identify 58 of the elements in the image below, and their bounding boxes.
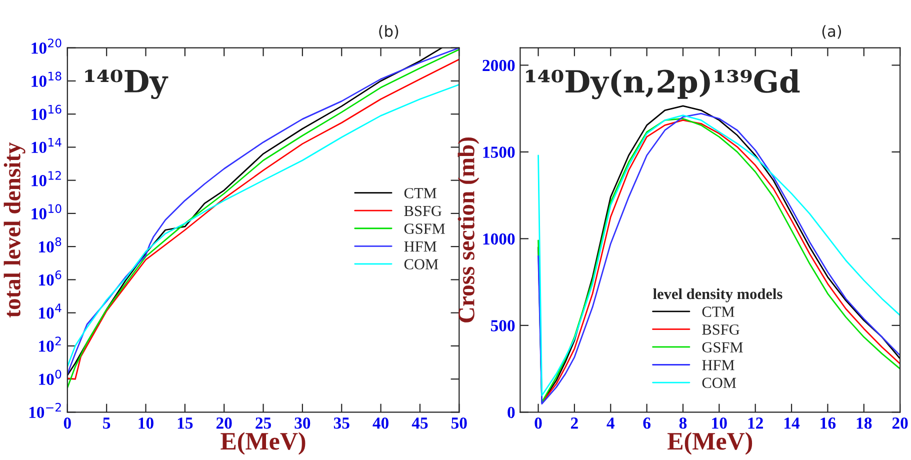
x-tick-label: 45 [412,418,428,429]
legend-label: HFM [702,360,734,370]
x-tick-label: 0 [534,418,542,429]
y-tick-label: 10$^{−2}$ [29,402,61,418]
legend-title: level density models [653,288,782,302]
x-tick-label: 8 [679,418,687,429]
x-tick-label: 20 [892,418,908,429]
y-tick-label: 1500 [483,146,515,158]
legend-label: COM [404,259,438,270]
annotation: ¹⁴⁰Dy [85,70,168,100]
x-tick-label: 4 [606,418,614,429]
x-tick-label: 12 [748,418,763,429]
y-tick-label: 10$^{12}$ [32,171,61,186]
y-tick-label: 500 [490,320,515,332]
x-tick-label: 5 [103,418,110,429]
legend-label: BSFG [702,324,740,335]
x-tick-label: 30 [294,418,310,429]
y-tick-label: 10$^{8}$ [39,237,62,252]
legend-label: GSFM [404,224,445,234]
x-tick-label: 35 [334,418,350,429]
x-tick-label: 10 [712,418,727,429]
x-tick-label: 14 [784,418,800,429]
legend-label: CTM [404,188,436,198]
x-axis-title: E(MeV) [668,432,752,455]
x-tick-label: 6 [643,418,650,429]
y-tick-label: 1000 [483,233,515,245]
chart-title: (b) [379,25,398,39]
x-tick-label: 16 [820,418,836,429]
x-tick-label: 2 [570,418,578,429]
x-axis-title: E(MeV) [220,432,306,455]
y-axis-title: total level density [4,142,26,318]
y-tick-label: 10$^{4}$ [39,304,62,319]
y-axis-title: Cross section (mb) [458,137,480,322]
legend-label: GSFM [702,342,743,352]
x-tick-label: 20 [216,418,232,429]
y-tick-label: 2000 [482,60,515,72]
x-tick-label: 10 [138,418,154,429]
legend-label: BSFG [404,206,442,216]
y-tick-label: 10$^{6}$ [39,270,62,286]
legend-label: CTM [702,306,734,317]
x-tick-label: 0 [64,418,71,429]
y-tick-label: 10$^{20}$ [32,38,62,54]
x-tick-label: 40 [372,418,388,429]
x-tick-label: 50 [451,418,467,429]
x-tick-label: 15 [178,418,193,429]
y-tick-label: 10$^{2}$ [39,336,61,352]
legend-label: HFM [404,241,436,252]
chart-title: (a) [822,25,842,39]
x-tick-label: 18 [856,418,872,429]
y-tick-label: 10$^{18}$ [32,72,62,87]
x-tick-label: 25 [256,418,272,429]
y-tick-label: 10$^{16}$ [32,104,62,120]
y-tick-label: 10$^{0}$ [39,370,62,385]
legend-label: COM [702,378,736,388]
y-tick-label: 0 [508,406,515,418]
y-tick-label: 10$^{10}$ [32,204,62,220]
annotation: ¹⁴⁰Dy(n,2p)¹³⁹Gd [526,69,800,100]
y-tick-label: 10$^{14}$ [32,138,62,154]
